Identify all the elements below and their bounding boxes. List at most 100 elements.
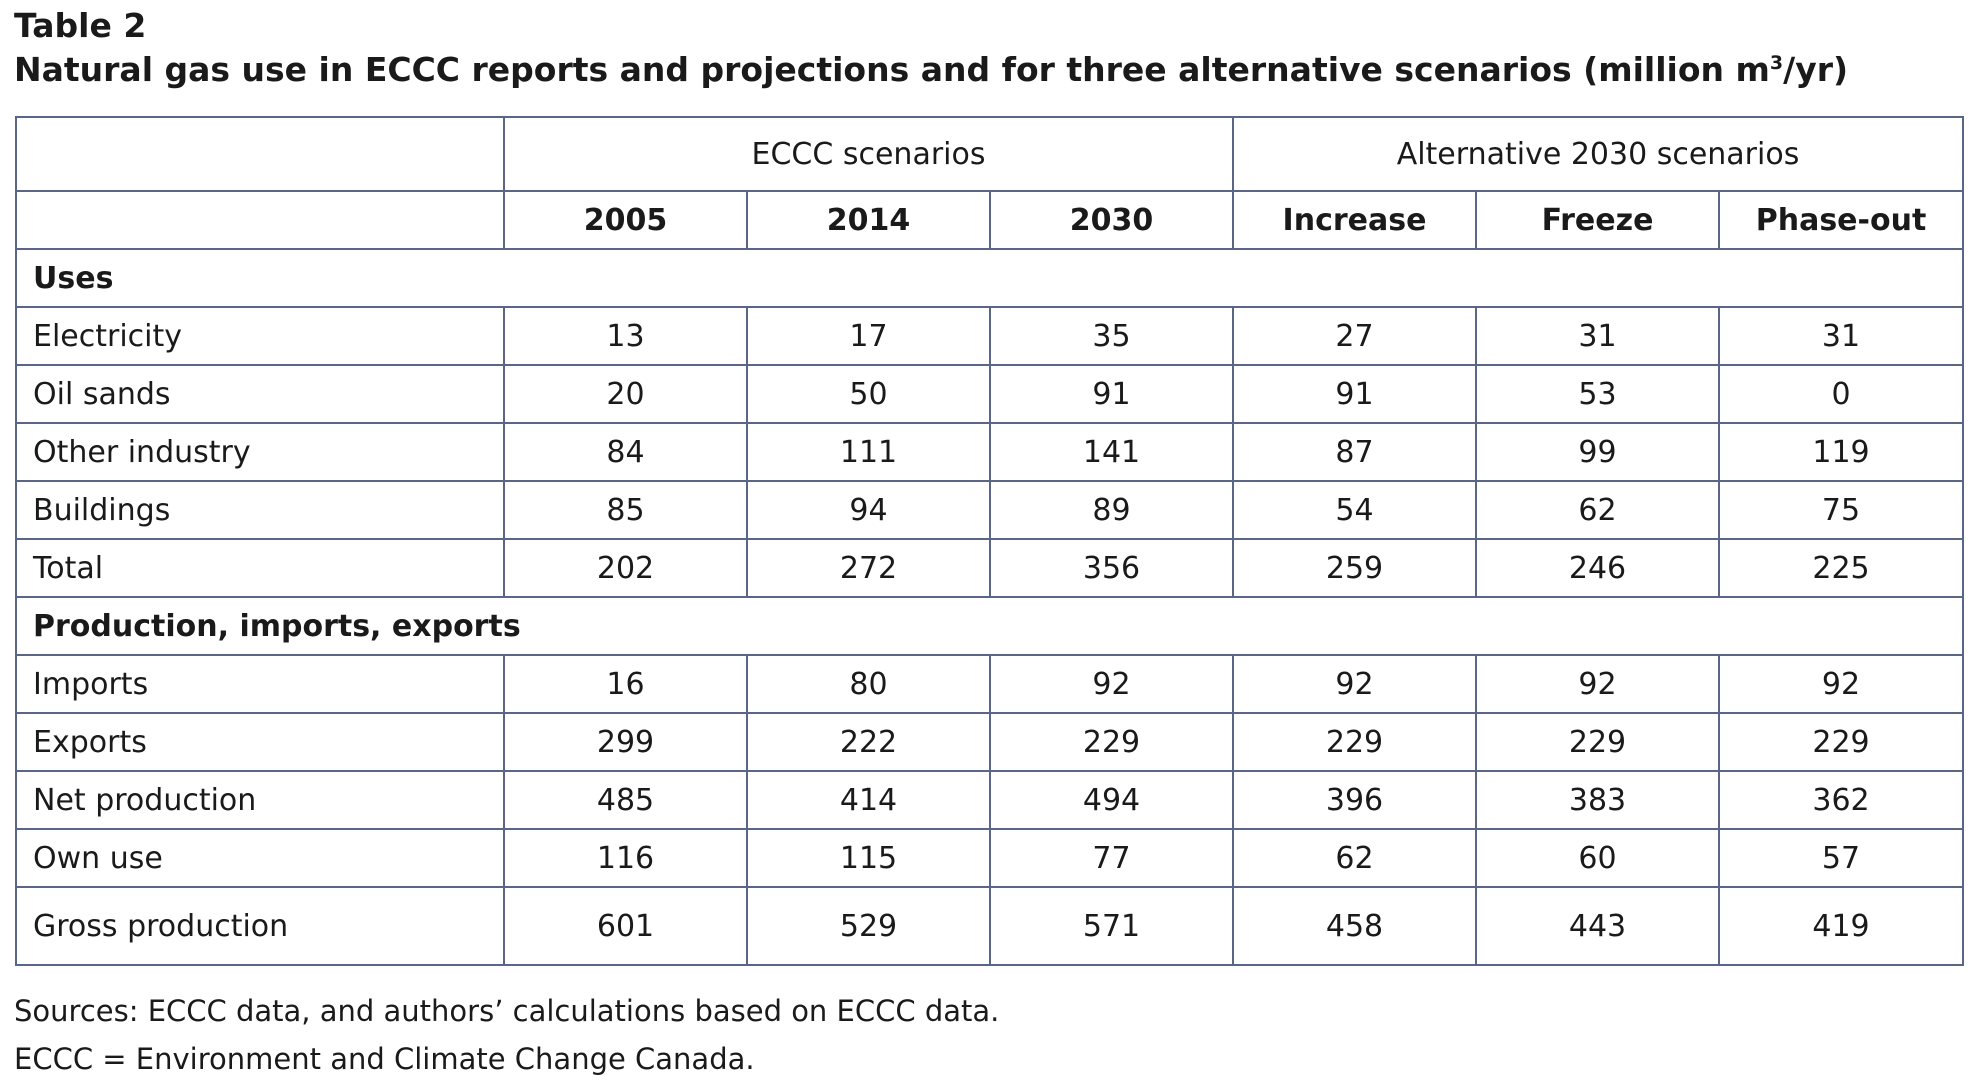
table-cell: 92 <box>989 654 1234 714</box>
table-cell: 356 <box>989 538 1234 598</box>
table-cell: 87 <box>1232 422 1477 482</box>
table-cell: 494 <box>989 770 1234 830</box>
table-row: Exports 299 222 229 229 229 229 <box>15 712 1965 772</box>
table-row: Total 202 272 356 259 246 225 <box>15 538 1965 598</box>
table-cell: 259 <box>1232 538 1477 598</box>
column-header: 2030 <box>989 190 1234 250</box>
table-cell: 94 <box>746 480 991 540</box>
section-heading: Production, imports, exports <box>14 596 1965 656</box>
table-cell: 222 <box>746 712 991 772</box>
row-label: Net production <box>15 770 505 830</box>
data-table: ECCC scenarios Alternative 2030 scenario… <box>14 116 1965 966</box>
column-header-empty <box>15 190 505 250</box>
table-cell: 485 <box>503 770 748 830</box>
table-cell: 571 <box>989 886 1234 966</box>
table-cell: 111 <box>746 422 991 482</box>
footnote-abbreviation: ECCC = Environment and Climate Change Ca… <box>14 1042 755 1076</box>
table-cell: 99 <box>1475 422 1720 482</box>
column-header: Increase <box>1232 190 1477 250</box>
table-cell: 89 <box>989 480 1234 540</box>
table-title: Natural gas use in ECCC reports and proj… <box>14 48 1848 92</box>
table-row: Electricity 13 17 35 27 31 31 <box>15 306 1965 366</box>
table-cell: 119 <box>1717 422 1965 482</box>
footnotes: Sources: ECCC data, and authors’ calcula… <box>14 987 999 1083</box>
row-label: Imports <box>15 654 505 714</box>
column-header: Phase-out <box>1717 190 1965 250</box>
table-label: Table 2 <box>14 6 147 45</box>
row-label: Gross production <box>15 886 505 966</box>
table-cell: 115 <box>746 828 991 888</box>
table-cell: 35 <box>989 306 1234 366</box>
table-cell: 362 <box>1717 770 1965 830</box>
table-cell: 92 <box>1717 654 1965 714</box>
table-cell: 229 <box>1717 712 1965 772</box>
table-title-end: /yr) <box>1783 50 1849 89</box>
table-cell: 62 <box>1232 828 1477 888</box>
table-cell: 16 <box>503 654 748 714</box>
table-cell: 229 <box>1475 712 1720 772</box>
table-cell: 414 <box>746 770 991 830</box>
table-row: Oil sands 20 50 91 91 53 0 <box>15 364 1965 424</box>
table-cell: 75 <box>1717 480 1965 540</box>
table-cell: 31 <box>1717 306 1965 366</box>
row-label: Exports <box>15 712 505 772</box>
table-cell: 272 <box>746 538 991 598</box>
table-cell: 92 <box>1232 654 1477 714</box>
table-row: Other industry 84 111 141 87 99 119 <box>15 422 1965 482</box>
table-cell: 246 <box>1475 538 1720 598</box>
table-cell: 17 <box>746 306 991 366</box>
group-header-row: ECCC scenarios Alternative 2030 scenario… <box>15 116 1965 192</box>
table-cell: 57 <box>1717 828 1965 888</box>
section-heading-row: Uses <box>14 248 1965 308</box>
row-label: Buildings <box>15 480 505 540</box>
column-header: 2005 <box>503 190 748 250</box>
table-row: Own use 116 115 77 62 60 57 <box>15 828 1965 888</box>
group-header-eccc: ECCC scenarios <box>503 116 1234 192</box>
table-cell: 601 <box>503 886 748 966</box>
table-cell: 27 <box>1232 306 1477 366</box>
table-cell: 62 <box>1475 480 1720 540</box>
table-row: Buildings 85 94 89 54 62 75 <box>15 480 1965 540</box>
table-cell: 20 <box>503 364 748 424</box>
row-label: Total <box>15 538 505 598</box>
table-cell: 116 <box>503 828 748 888</box>
table-cell: 299 <box>503 712 748 772</box>
table-cell: 91 <box>989 364 1234 424</box>
corner-cell <box>15 116 505 192</box>
table-cell: 529 <box>746 886 991 966</box>
column-header: Freeze <box>1475 190 1720 250</box>
table-cell: 443 <box>1475 886 1720 966</box>
column-header: 2014 <box>746 190 991 250</box>
table-cell: 229 <box>989 712 1234 772</box>
table-cell: 54 <box>1232 480 1477 540</box>
table-cell: 80 <box>746 654 991 714</box>
row-label: Own use <box>15 828 505 888</box>
table-cell: 202 <box>503 538 748 598</box>
table-row: Imports 16 80 92 92 92 92 <box>15 654 1965 714</box>
title-block: Table 2 Natural gas use in ECCC reports … <box>14 4 1848 92</box>
row-label: Other industry <box>15 422 505 482</box>
table-cell: 91 <box>1232 364 1477 424</box>
table-cell: 225 <box>1717 538 1965 598</box>
table-cell: 396 <box>1232 770 1477 830</box>
table-cell: 13 <box>503 306 748 366</box>
table-cell: 383 <box>1475 770 1720 830</box>
table-cell: 229 <box>1232 712 1477 772</box>
section-heading-row: Production, imports, exports <box>14 596 1965 656</box>
table-cell: 0 <box>1717 364 1965 424</box>
table-cell: 53 <box>1475 364 1720 424</box>
section-heading: Uses <box>14 248 1965 308</box>
table-row: Net production 485 414 494 396 383 362 <box>15 770 1965 830</box>
table-row: Gross production 601 529 571 458 443 419 <box>15 886 1965 966</box>
column-header-row: 2005 2014 2030 Increase Freeze Phase-out <box>15 190 1965 250</box>
table-cell: 50 <box>746 364 991 424</box>
group-header-alternative: Alternative 2030 scenarios <box>1231 116 1965 192</box>
table-cell: 60 <box>1475 828 1720 888</box>
table-cell: 141 <box>989 422 1234 482</box>
row-label: Electricity <box>15 306 505 366</box>
table-cell: 31 <box>1475 306 1720 366</box>
table-cell: 85 <box>503 480 748 540</box>
table-cell: 419 <box>1717 886 1965 966</box>
table-title-main: Natural gas use in ECCC reports and proj… <box>14 50 1770 89</box>
footnote-sources: Sources: ECCC data, and authors’ calcula… <box>14 994 1000 1028</box>
